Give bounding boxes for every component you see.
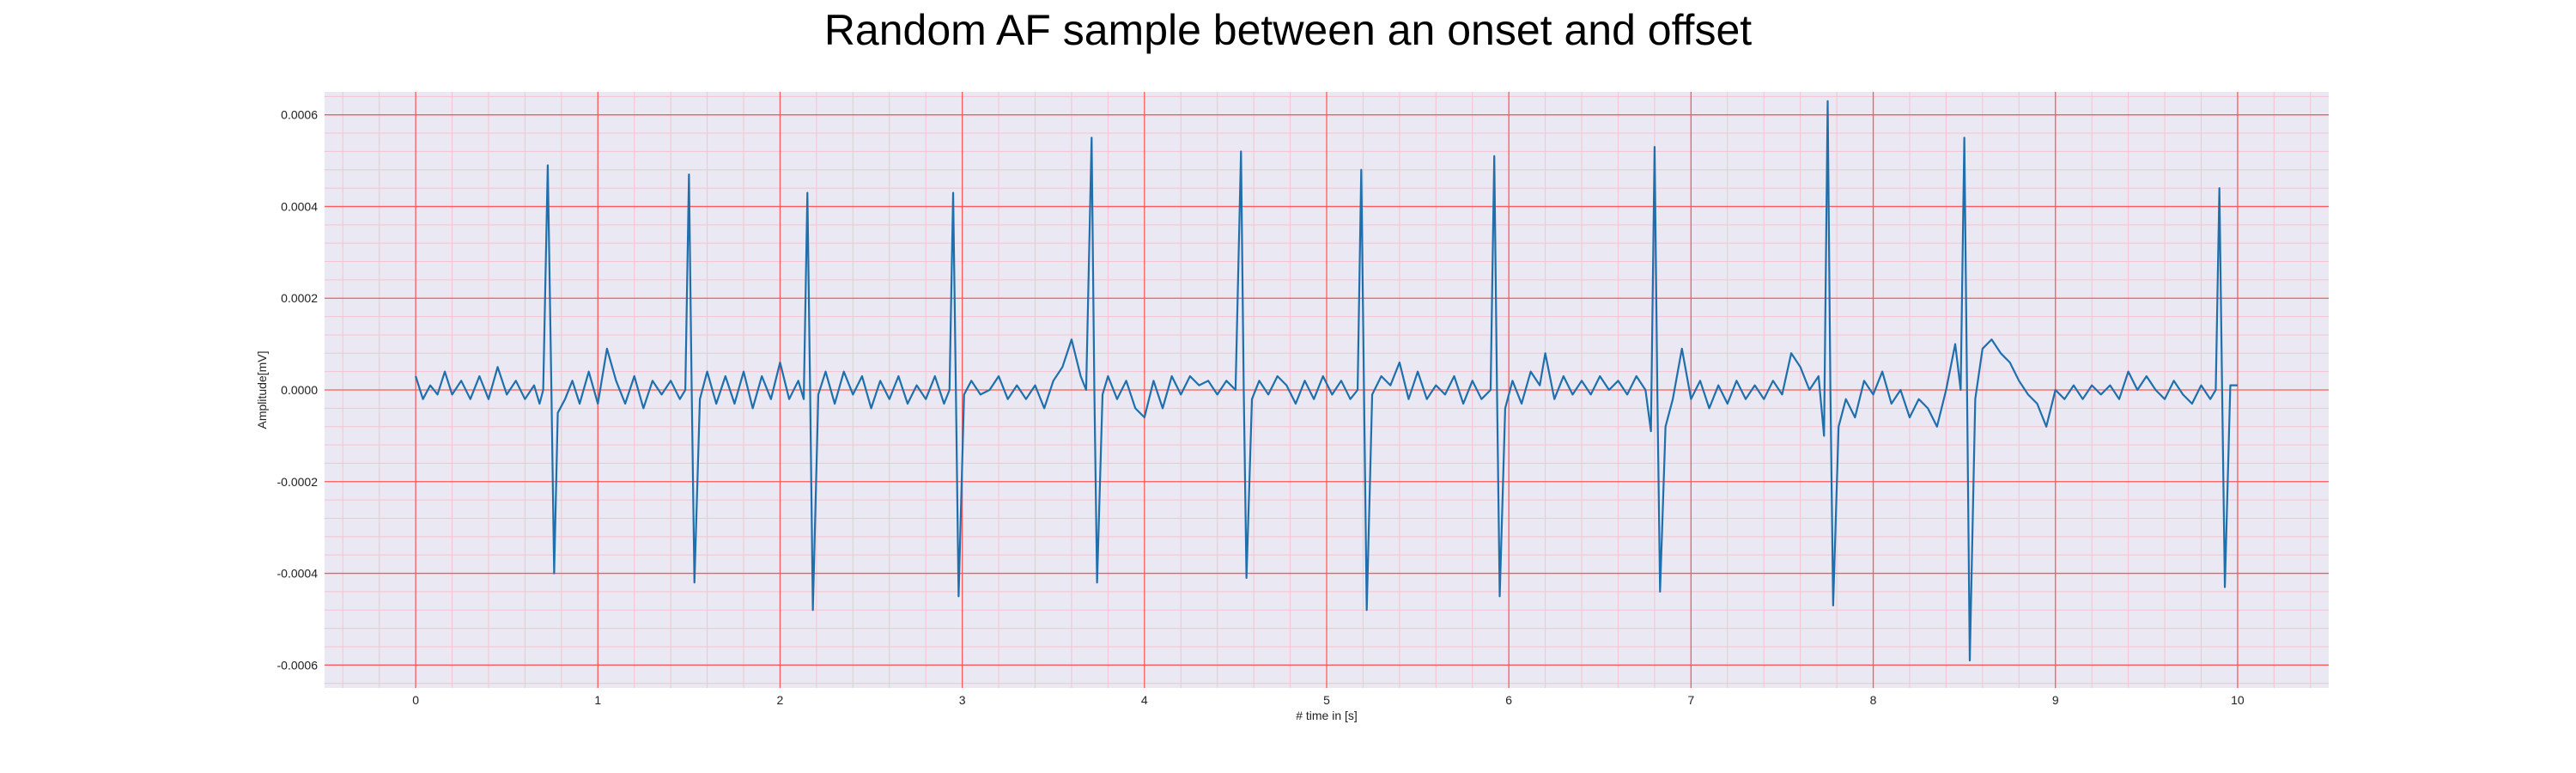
x-tick-label: 3 [959,693,966,707]
x-axis-label: # time in [s] [1296,709,1358,722]
y-tick-label: -0.0006 [277,658,319,672]
x-tick-labels: 0 1 2 3 4 5 6 7 8 9 10 [412,693,2245,707]
x-tick-label: 10 [2231,693,2245,707]
y-tick-label: 0.0002 [281,291,318,305]
y-axis-label: Amplitude[mV] [255,350,269,429]
y-tick-label: -0.0004 [277,567,319,581]
x-tick-label: 0 [412,693,419,707]
y-tick-label: -0.0002 [277,475,319,489]
x-tick-label: 9 [2052,693,2059,707]
y-tick-label: 0.0006 [281,108,318,122]
x-tick-label: 6 [1505,693,1512,707]
x-tick-label: 2 [777,693,784,707]
x-tick-label: 8 [1870,693,1877,707]
x-tick-label: 7 [1687,693,1694,707]
series-layer [415,100,2238,662]
y-tick-labels: -0.0006 -0.0004 -0.0002 0.0000 0.0002 0.0004 0… [277,108,319,673]
x-tick-label: 5 [1323,693,1330,707]
x-tick-label: 4 [1141,693,1148,707]
y-tick-label: 0.0000 [281,383,318,397]
x-tick-label: 1 [594,693,601,707]
chart-title: Random AF sample between an onset and of… [824,6,1752,54]
ecg-series-line [415,100,2238,662]
major-grid [325,92,2329,688]
y-tick-label: 0.0004 [281,199,318,213]
